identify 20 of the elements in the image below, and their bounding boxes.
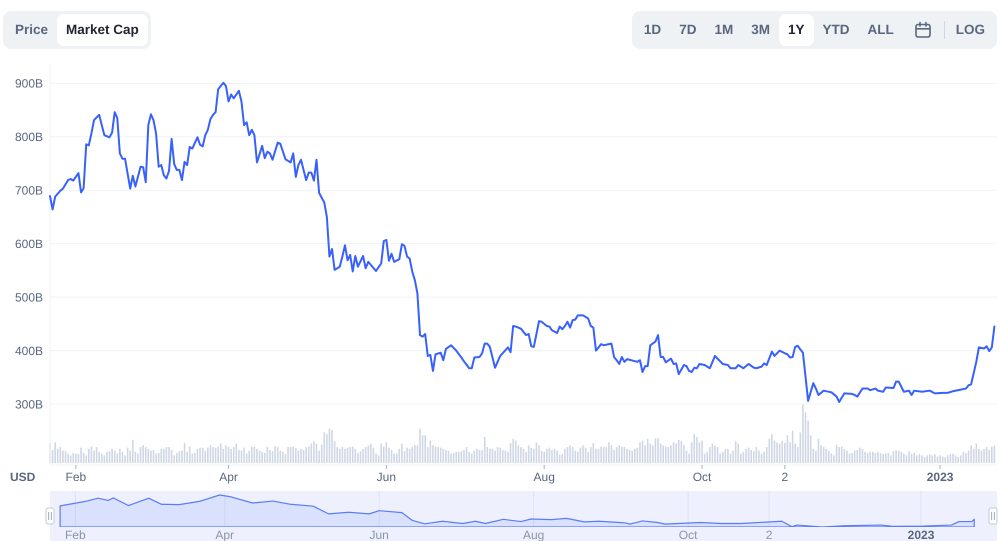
x-tick-label: 2023 (908, 528, 935, 541)
x-tick-label: Jun (369, 528, 389, 541)
x-tick-label: Jun (376, 470, 396, 484)
x-tick-label: Feb (66, 470, 87, 484)
x-tick-label: 2023 (926, 470, 954, 484)
x-tick-label: 2 (766, 528, 773, 541)
y-tick-label: 500B (14, 290, 43, 304)
y-axis-title: USD (10, 470, 36, 484)
x-tick-label: Aug (534, 470, 555, 484)
y-tick-label: 800B (14, 130, 43, 144)
x-tick-label: Oct (678, 528, 698, 541)
x-tick-label: 2 (781, 470, 788, 484)
y-tick-label: 900B (14, 76, 43, 91)
y-tick-label: 700B (14, 183, 43, 198)
x-tick-label: Apr (219, 470, 238, 484)
y-tick-label: 400B (14, 344, 43, 358)
x-tick-label: Oct (692, 470, 712, 484)
x-tick-label: Feb (64, 528, 86, 541)
y-tick-label: 300B (14, 397, 43, 412)
y-tick-label: 600B (14, 236, 43, 251)
